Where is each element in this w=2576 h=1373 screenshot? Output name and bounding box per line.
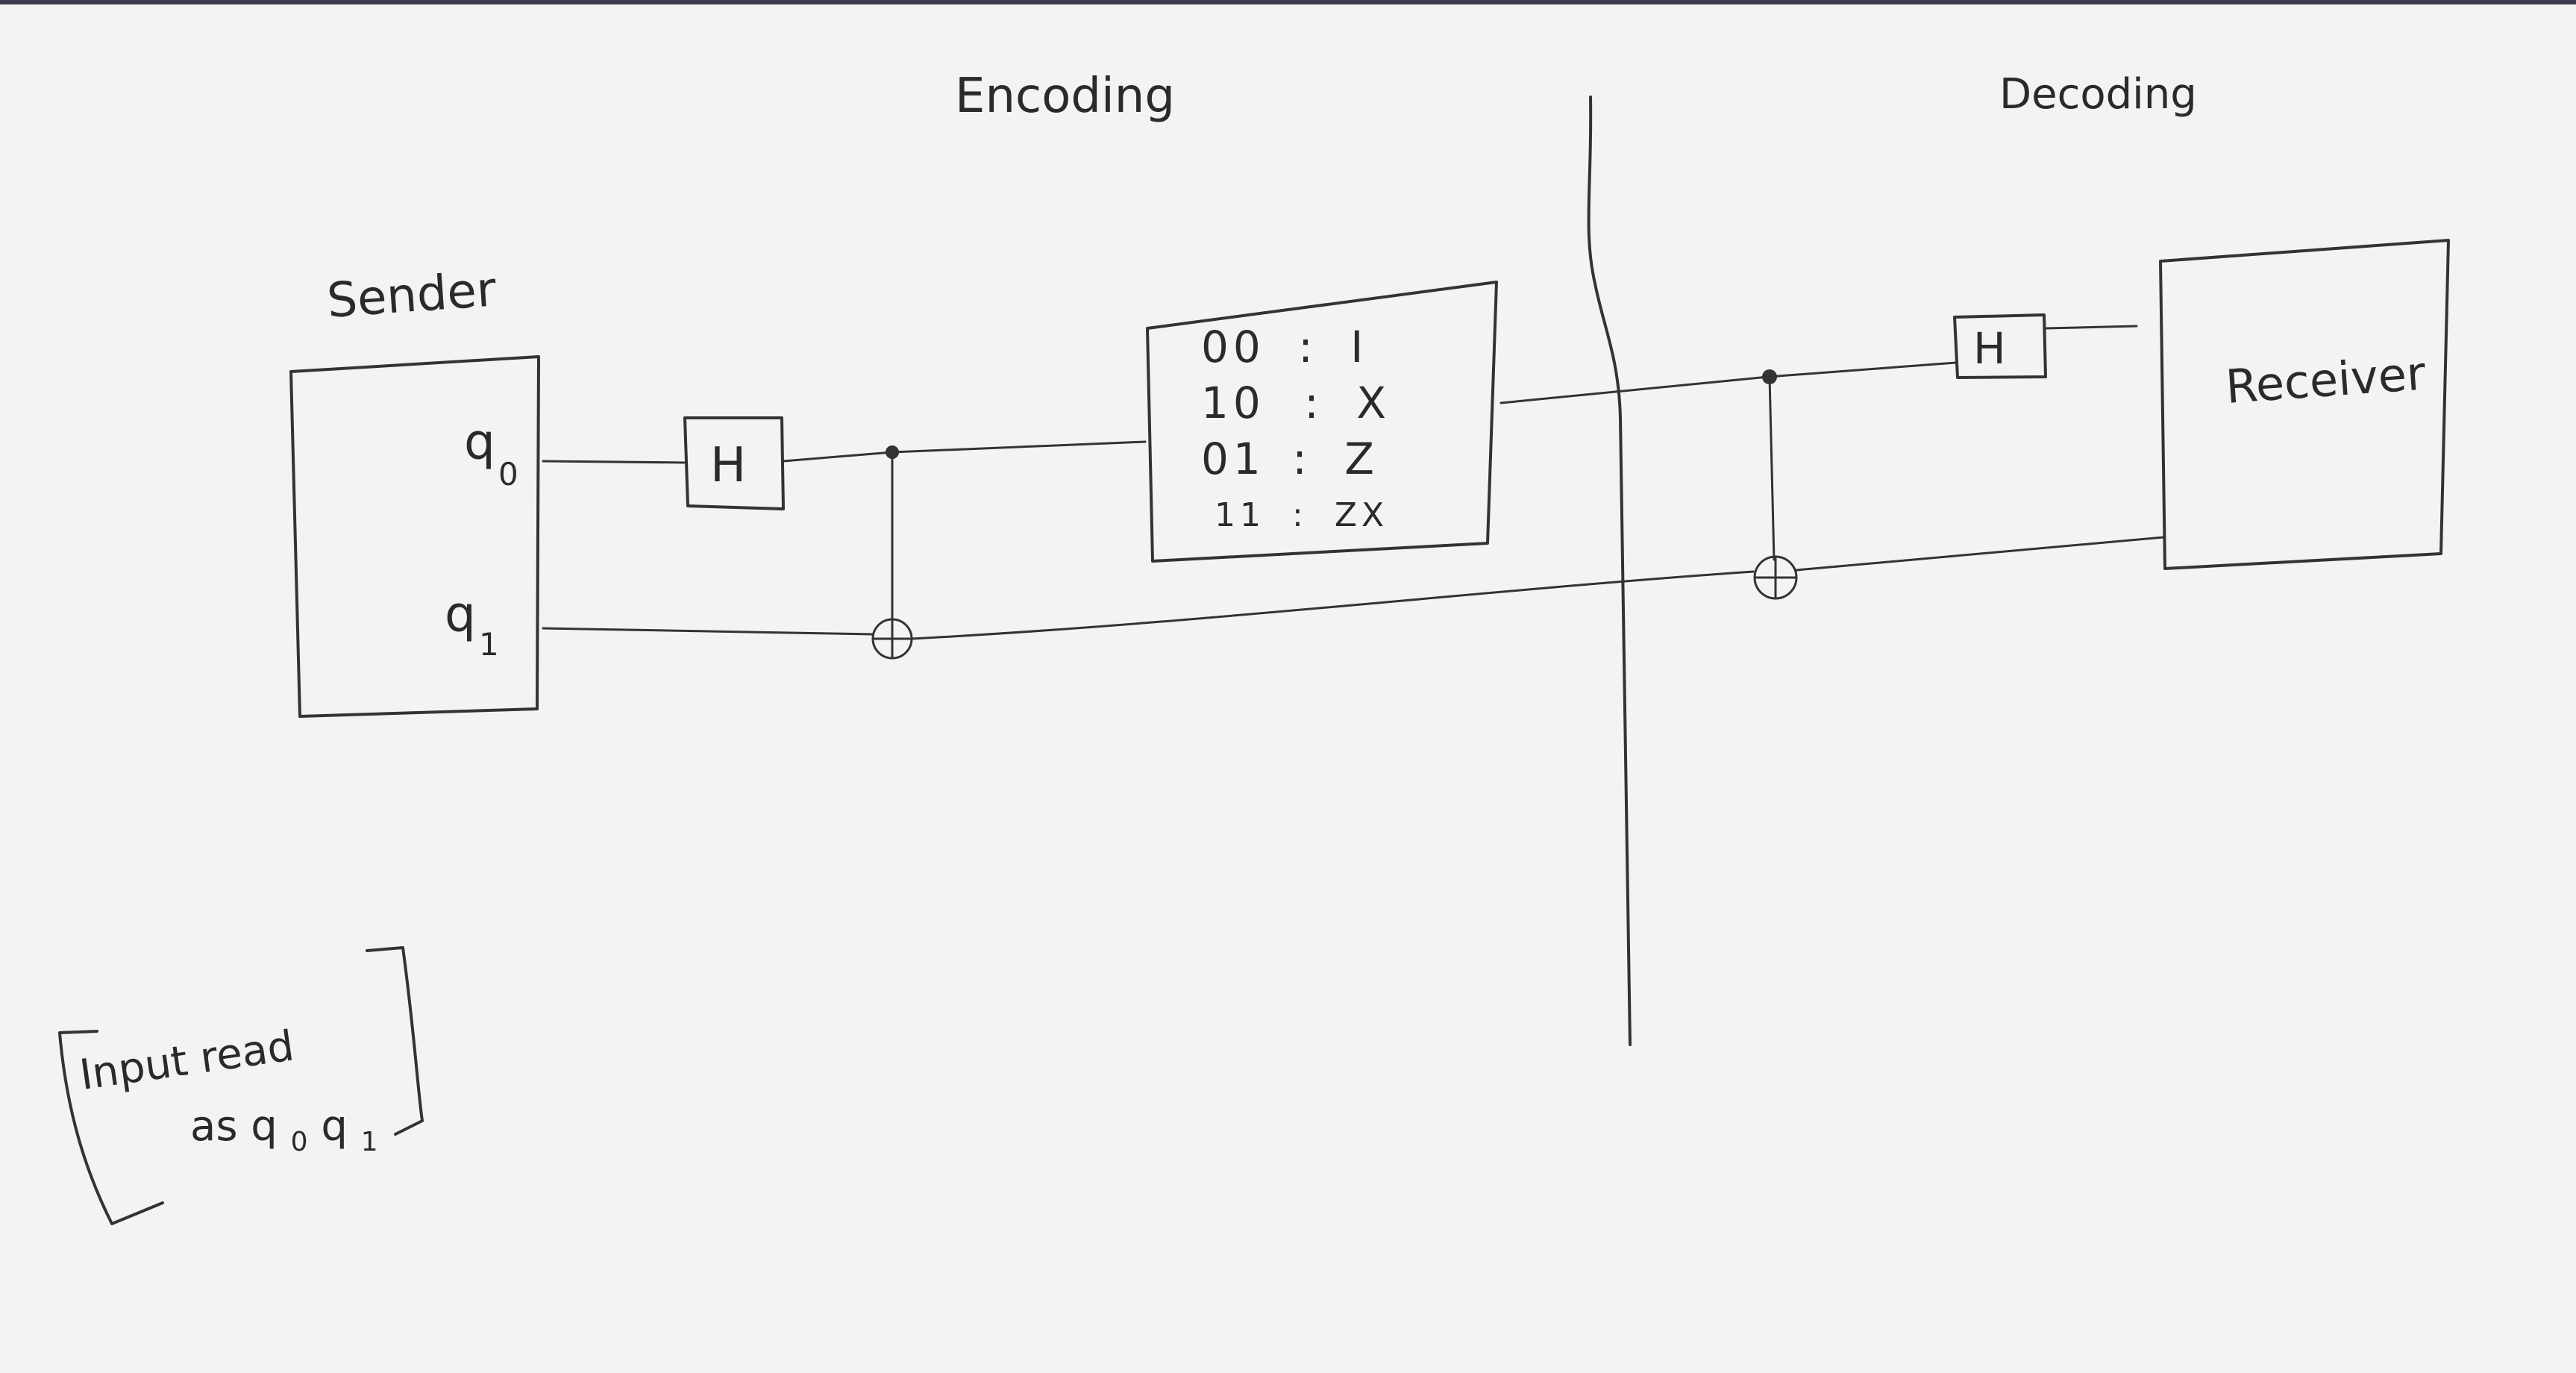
encoding-title: Encoding xyxy=(955,69,1175,124)
note-line2-prefix: as q xyxy=(190,1102,278,1151)
receiver-h-gate-box xyxy=(1953,313,2047,379)
map-row-11-bits: 11 xyxy=(1215,496,1265,534)
map-row-00-sep: : xyxy=(1298,322,1317,372)
encoding-map-rows: 00 : I 10 : X 01 : Z 11 : ZX xyxy=(1201,322,1391,534)
photo-top-edge xyxy=(0,0,2576,4)
note-q1: q xyxy=(321,1102,348,1151)
qubit1-subscript: 1 xyxy=(479,626,499,663)
qubit0-label: q xyxy=(464,413,495,471)
map-row-10: 10 : X xyxy=(1201,378,1391,428)
cnot-target-cross xyxy=(871,618,913,660)
receiver-h-output-wire xyxy=(2044,325,2138,330)
map-row-01: 01 : Z xyxy=(1201,434,1379,484)
map-row-10-sep: : xyxy=(1304,378,1323,428)
map-row-11-sep: : xyxy=(1292,496,1308,534)
decoding-cnot-control-line xyxy=(1768,375,1776,561)
qubit1-label: q xyxy=(445,586,476,643)
q1-wire-segment-2 xyxy=(1795,536,2165,572)
note-bracket-right xyxy=(366,946,424,1136)
encoding-map-box xyxy=(1146,281,1498,563)
sender-title: Sender xyxy=(325,262,498,329)
q0-wire-segment-3 xyxy=(1499,361,1958,404)
note-line2: as q 0 q 1 xyxy=(190,1102,378,1161)
note-q1-subscript: 1 xyxy=(361,1127,378,1157)
map-row-01-bits: 01 xyxy=(1201,434,1265,484)
receiver-box xyxy=(2159,239,2450,570)
note-line1: Input read xyxy=(77,1022,297,1100)
map-row-01-op: Z xyxy=(1344,434,1379,484)
qubit0-subscript: 0 xyxy=(498,456,518,492)
note-bracket-left xyxy=(58,1030,164,1225)
map-row-01-sep: : xyxy=(1292,434,1311,484)
section-divider xyxy=(1587,96,1632,1046)
map-row-00-bits: 00 xyxy=(1201,322,1265,372)
sender-box xyxy=(289,355,540,718)
note-q0-subscript: 0 xyxy=(291,1127,308,1157)
map-row-10-bits: 10 xyxy=(1201,378,1265,428)
map-row-00: 00 : I xyxy=(1201,322,1367,372)
decoding-title: Decoding xyxy=(1999,70,2197,119)
q0-wire-segment-2 xyxy=(782,440,1147,463)
receiver-title: Receiver xyxy=(2224,345,2428,414)
q1-wire xyxy=(542,570,1755,640)
decoding-cnot-target-cross xyxy=(1753,555,1798,600)
receiver-h-gate-label: H xyxy=(1973,323,2006,374)
sender-h-gate-box xyxy=(683,416,785,510)
map-row-10-op: X xyxy=(1356,378,1391,428)
map-row-11: 11 : ZX xyxy=(1215,496,1388,534)
q0-wire-segment-1 xyxy=(542,460,688,464)
map-row-11-op: ZX xyxy=(1335,496,1388,534)
map-row-00-op: I xyxy=(1350,322,1367,372)
sender-h-gate-label: H xyxy=(710,438,746,493)
